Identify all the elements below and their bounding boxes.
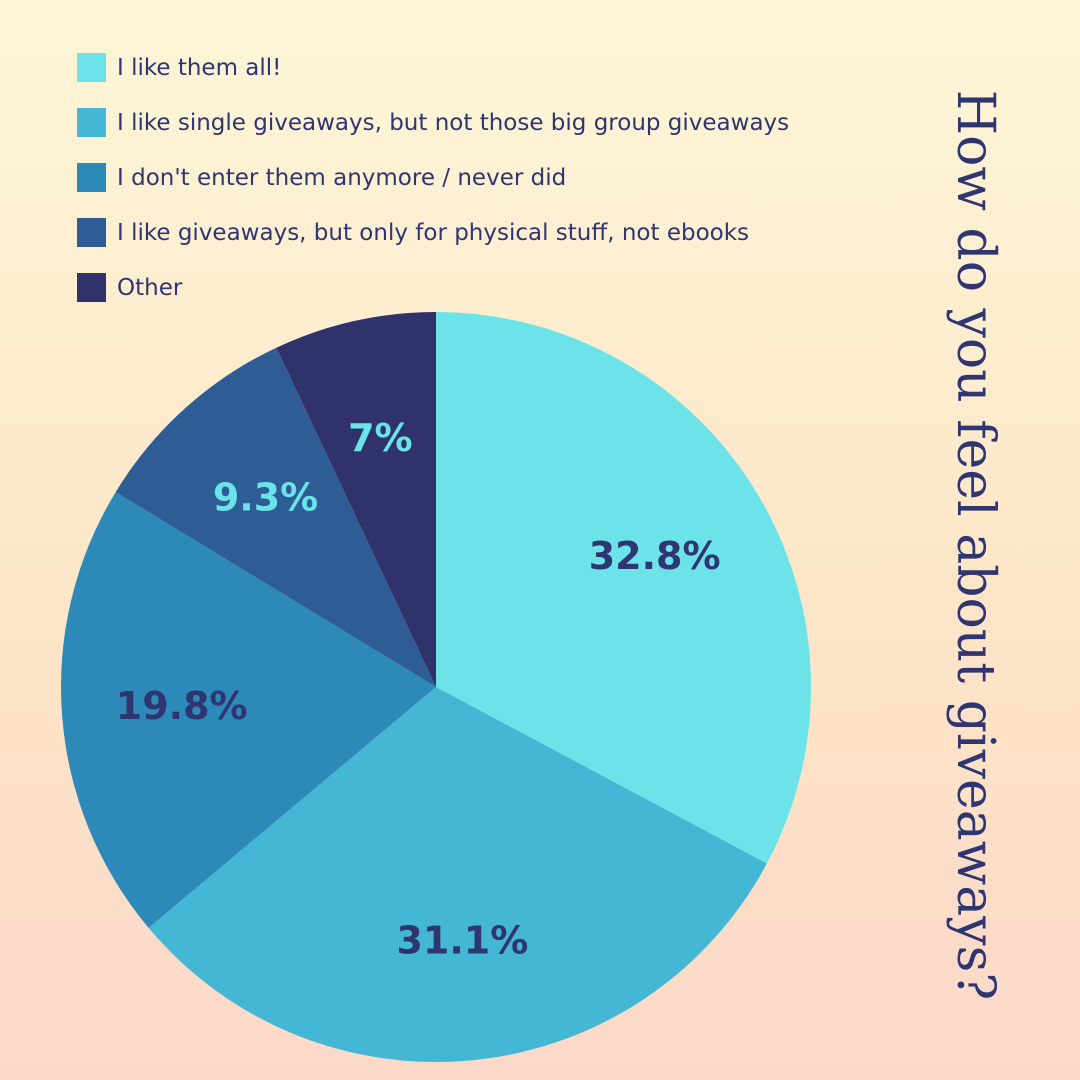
- legend-swatch: [77, 273, 106, 302]
- legend-swatch: [77, 218, 106, 247]
- legend-swatch: [77, 108, 106, 137]
- pie-slice: [436, 312, 811, 864]
- slice-value-label: 32.8%: [589, 534, 721, 578]
- slice-value-label: 7%: [348, 416, 413, 460]
- pie-slice: [115, 347, 436, 687]
- slice-value-label: 9.3%: [213, 475, 318, 519]
- legend-item: Other: [77, 260, 789, 315]
- legend: I like them all! I like single giveaways,…: [77, 40, 789, 315]
- legend-label: I like single giveaways, but not those b…: [117, 109, 790, 136]
- slice-value-label: 19.8%: [116, 684, 248, 728]
- pie-slice: [61, 492, 437, 928]
- pie-slice: [276, 312, 436, 687]
- legend-label: I don't enter them anymore / never did: [117, 164, 567, 191]
- slice-value-label: 31.1%: [396, 919, 528, 963]
- legend-swatch: [77, 53, 106, 82]
- legend-label: Other: [117, 274, 183, 301]
- pie-slice: [148, 687, 767, 1062]
- legend-label: I like giveaways, but only for physical …: [117, 219, 750, 246]
- legend-item: I like giveaways, but only for physical …: [77, 205, 789, 260]
- legend-item: I like them all!: [77, 40, 789, 95]
- legend-item: I don't enter them anymore / never did: [77, 150, 789, 205]
- legend-swatch: [77, 163, 106, 192]
- legend-item: I like single giveaways, but not those b…: [77, 95, 789, 150]
- chart-title: How do you feel about giveaways?: [945, 89, 1005, 1001]
- legend-label: I like them all!: [117, 54, 282, 81]
